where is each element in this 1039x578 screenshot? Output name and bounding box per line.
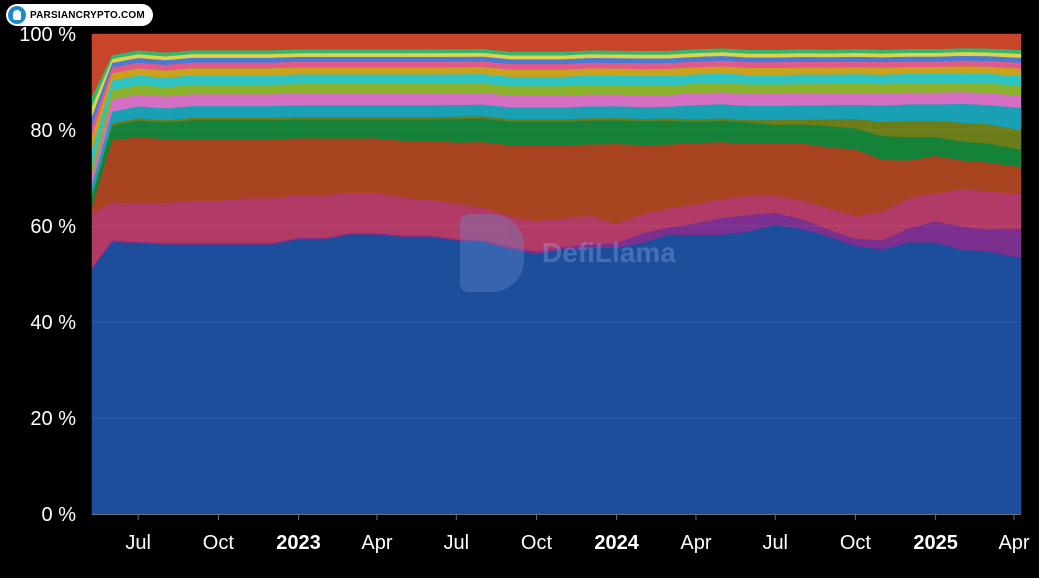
- y-tick-label: 0 %: [42, 504, 77, 526]
- x-tick-label: Apr: [680, 532, 711, 554]
- x-tick-label: 2023: [276, 532, 321, 554]
- area-series-group: [91, 33, 1022, 515]
- defillama-brand-text: DefiLlama: [542, 237, 676, 268]
- y-tick-label: 60 %: [30, 216, 76, 238]
- parsiancrypto-logo-icon: [8, 6, 26, 24]
- x-tick-label: Apr: [361, 532, 392, 554]
- x-tick-label: Jul: [443, 532, 469, 554]
- defillama-logo-icon: [460, 214, 524, 292]
- y-tick-label: 40 %: [30, 312, 76, 334]
- x-tick-label: 2024: [594, 532, 639, 554]
- y-axis: 0 % 20 % 40 % 60 % 80 % 100 %: [19, 24, 1021, 526]
- x-tick-label: Oct: [840, 532, 872, 554]
- x-tick-label: 2025: [913, 532, 958, 554]
- x-tick-label: Jul: [762, 532, 788, 554]
- x-tick-label: Jul: [125, 532, 151, 554]
- x-tick-label: Oct: [521, 532, 553, 554]
- watermark-site-text: PARSIANCRYPTO.COM: [30, 9, 145, 21]
- x-tick-label: Oct: [203, 532, 235, 554]
- y-tick-label: 20 %: [30, 408, 76, 430]
- y-tick-label: 100 %: [19, 24, 76, 46]
- defillama-watermark: DefiLlama: [460, 214, 676, 292]
- y-tick-label: 80 %: [30, 120, 76, 142]
- x-tick-label: Apr: [998, 532, 1029, 554]
- area-series-15: [91, 33, 1022, 97]
- x-axis: Jul Oct 2023 Apr Jul Oct 2024 Apr Jul Oct 2025 Apr: [92, 514, 1030, 554]
- parsiancrypto-watermark: PARSIANCRYPTO.COM: [6, 4, 153, 26]
